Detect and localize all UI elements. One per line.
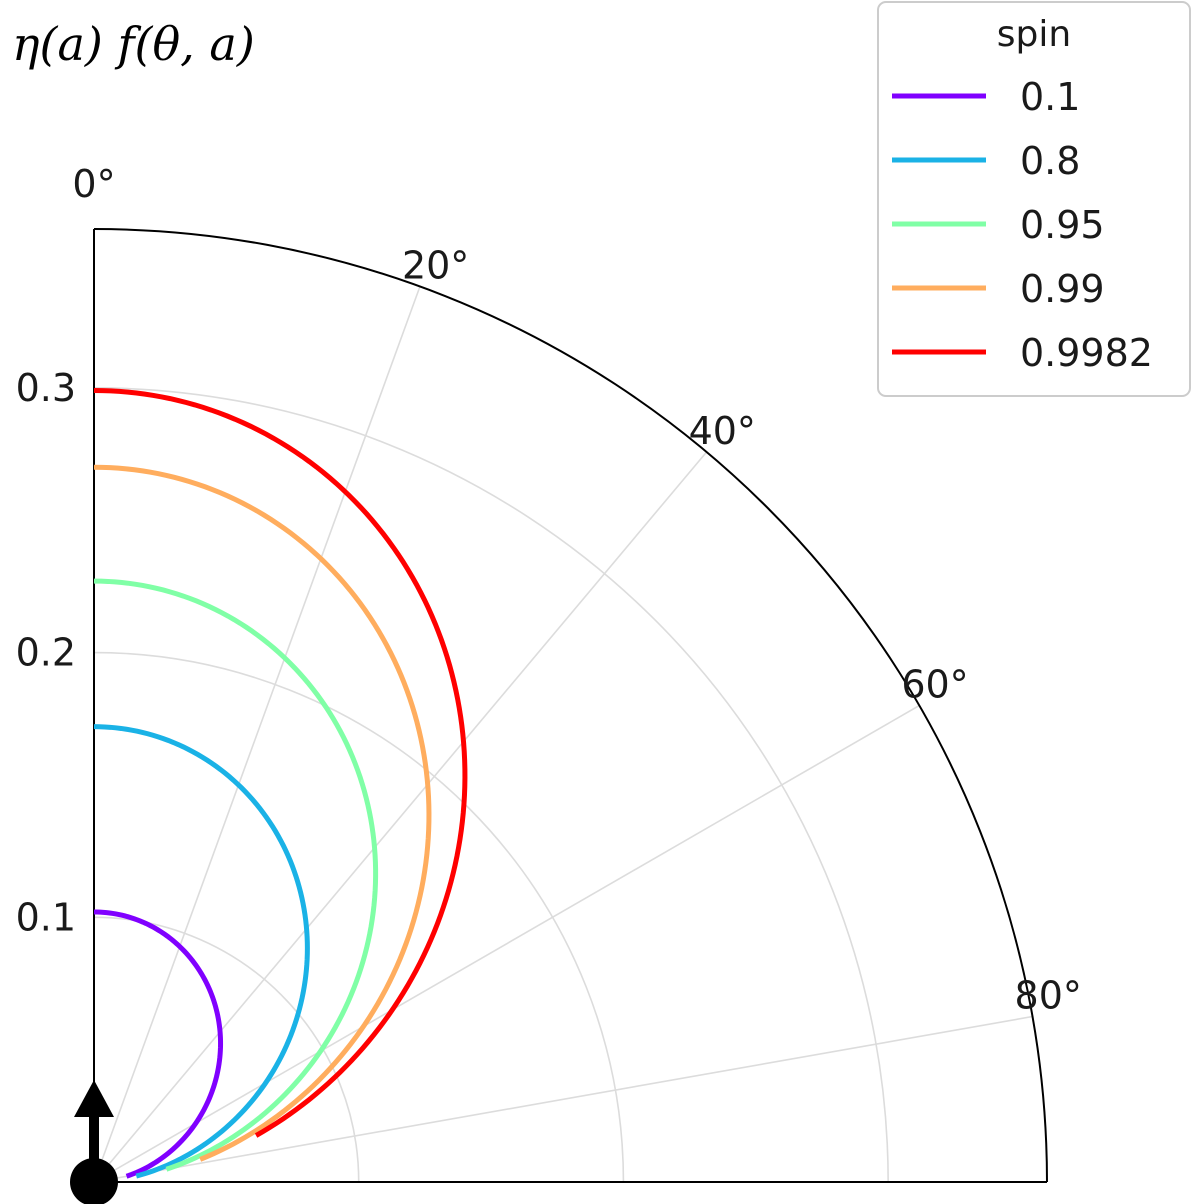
theta-tick-40: 40° (689, 409, 756, 453)
series-line-0.1 (93, 909, 224, 1179)
legend-label-0.99: 0.99 (1020, 267, 1105, 311)
series-line-0.9982 (93, 387, 468, 1138)
legend-title: spin (997, 14, 1071, 55)
legend-label-0.8: 0.8 (1020, 139, 1080, 183)
spin-arrow-shaft (89, 1112, 99, 1170)
grid-arc-0.1 (93, 916, 360, 1183)
theta-tick-20: 20° (402, 243, 469, 287)
grid-spoke-80 (93, 1015, 1033, 1183)
grid-spoke-40 (93, 451, 708, 1183)
plot-frame (93, 228, 1048, 1183)
theta-tick-0: 0° (72, 162, 115, 206)
r-tick-0.3: 0.3 (16, 366, 76, 410)
legend-box (877, 1, 1191, 397)
spin-arrow-head (74, 1080, 114, 1117)
legend-label-0.95: 0.95 (1020, 203, 1105, 247)
grid-spoke-20 (93, 286, 421, 1183)
tick-labels: 0° 20° 40° 60° 80° 0.1 0.2 0.3 (16, 162, 1082, 1018)
r-tick-0.2: 0.2 (16, 631, 76, 675)
origin-marker (70, 1080, 118, 1204)
theta-tick-80: 80° (1015, 974, 1082, 1018)
chart-title: η(a) f(θ, a) (12, 17, 255, 71)
grid-arc-0.2 (93, 651, 625, 1183)
legend-items: 0.1 0.8 0.95 0.99 0.9982 (892, 75, 1153, 375)
series-line-0.8 (93, 724, 310, 1179)
series-line-0.95 (93, 578, 379, 1172)
series-group (93, 387, 468, 1179)
grid-arc-0.3 (93, 387, 889, 1183)
legend-label-0.9982: 0.9982 (1020, 331, 1153, 375)
theta-tick-60: 60° (901, 663, 968, 707)
series-line-0.99 (93, 464, 432, 1162)
r-tick-0.1: 0.1 (16, 895, 76, 939)
legend-label-0.1: 0.1 (1020, 75, 1080, 119)
grid-spoke-60 (93, 704, 920, 1183)
legend: spin 0.1 0.8 0.95 0.99 0.9982 (877, 1, 1191, 397)
grid (93, 286, 1033, 1183)
origin-dot (70, 1158, 118, 1204)
outer-arc (93, 228, 1048, 1183)
